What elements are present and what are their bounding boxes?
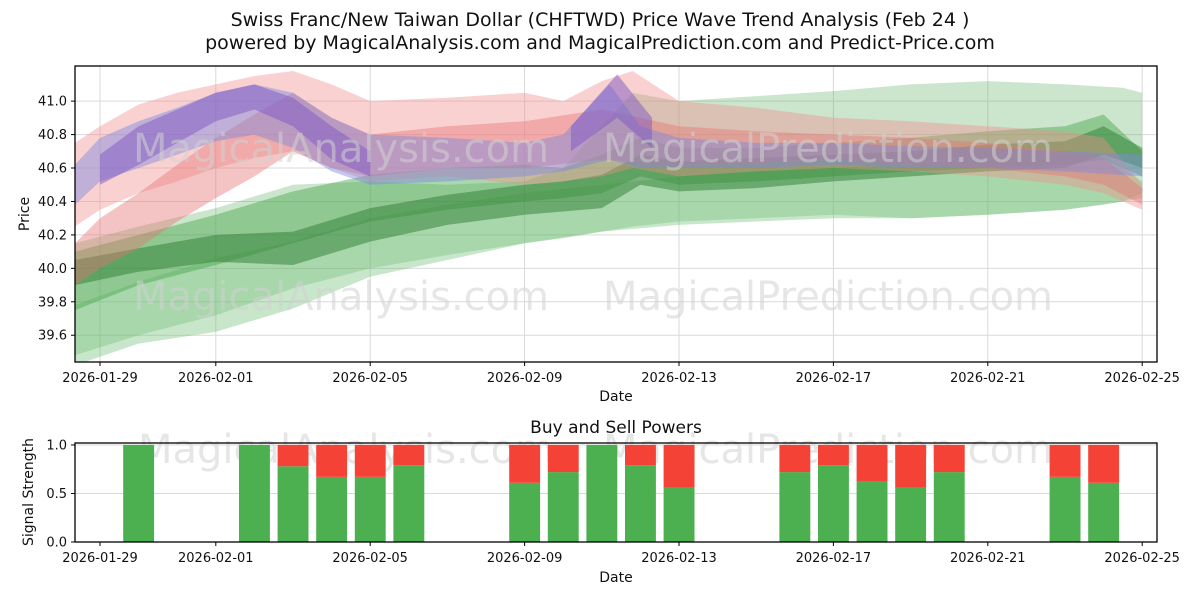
signal-chart-title: Buy and Sell Powers: [530, 418, 702, 438]
y-tick-label: 39.8: [38, 295, 67, 310]
buy-bar: [779, 472, 811, 542]
buy-bar: [393, 465, 425, 542]
watermark-text: MagicalAnalysis.com: [133, 126, 549, 172]
y-tick-label: 39.6: [38, 329, 67, 344]
band-blue-band: [75, 84, 1143, 205]
x-tick-label: 2026-02-17: [796, 371, 872, 386]
buy-sell-bars: [123, 444, 1120, 542]
buy-bar: [316, 477, 348, 542]
buy-bar: [586, 444, 618, 542]
band-green-lower: [75, 154, 1143, 362]
price-axis-label: Price: [17, 196, 33, 232]
sell-bar: [1049, 444, 1081, 477]
signal-chart-axes: 2026-01-29 2026-02-01 2026-02-05 2026-02-09…: [46, 438, 1180, 566]
y-tick-label: 41.0: [38, 95, 67, 110]
x-tick-label: 2026-02-17: [796, 551, 872, 566]
x-tick-label: 2026-01-29: [62, 371, 138, 386]
buy-bar: [1049, 477, 1081, 542]
sell-bar: [625, 444, 656, 466]
sell-bar: [547, 444, 579, 473]
buy-bar: [933, 472, 965, 542]
sell-bar: [509, 444, 541, 483]
watermark-text: MagicalPrediction.com: [603, 274, 1053, 320]
x-tick-label: 2026-02-05: [332, 371, 408, 386]
sell-bar: [856, 444, 888, 482]
figure-title-line2: powered by MagicalAnalysis.com and Magic…: [205, 32, 995, 54]
band-green-dark: [75, 126, 1143, 286]
y-tick-label: 40.6: [38, 162, 67, 177]
x-tick-label: 2026-02-13: [641, 551, 717, 566]
x-tick-label: 2026-02-01: [178, 371, 254, 386]
sell-bar: [895, 444, 927, 488]
buy-bar: [547, 472, 579, 542]
buy-bar: [818, 465, 849, 542]
signal-chart-frame: [74, 442, 1158, 543]
date-axis-label-top: Date: [599, 389, 633, 405]
y-tick-label: 40.8: [38, 128, 67, 143]
price-chart-frame: [74, 65, 1158, 363]
x-tick-label: 2026-02-25: [1104, 371, 1180, 386]
buy-bar: [663, 487, 695, 542]
buy-bar: [895, 487, 927, 542]
figure-title-line1: Swiss Franc/New Taiwan Dollar (CHFTWD) P…: [230, 9, 970, 31]
sell-bar: [354, 444, 386, 477]
sell-bar: [818, 444, 849, 466]
y-tick-label: 40.4: [38, 195, 67, 210]
date-axis-label-bottom: Date: [599, 570, 633, 586]
x-tick-label: 2026-02-09: [487, 371, 563, 386]
x-tick-label: 2026-02-01: [178, 551, 254, 566]
price-wave-bands: [75, 71, 1143, 362]
y-tick-label: 40.0: [38, 262, 67, 277]
figure-title: Swiss Franc/New Taiwan Dollar (CHFTWD) P…: [0, 9, 1200, 55]
y-tick-label: 40.2: [38, 228, 67, 243]
buy-bar: [239, 444, 270, 542]
y-tick-label: 1.0: [46, 438, 67, 453]
y-tick-label: 0.5: [46, 487, 67, 502]
buy-bar: [856, 481, 888, 542]
buy-bar: [277, 466, 309, 542]
buy-bar: [123, 444, 155, 542]
sell-bar: [277, 444, 309, 467]
x-tick-label: 2026-02-09: [487, 551, 563, 566]
buy-bar: [509, 482, 541, 542]
x-tick-label: 2026-02-13: [641, 371, 717, 386]
sell-bar: [933, 444, 965, 473]
x-tick-label: 2026-02-21: [950, 551, 1026, 566]
band-purple-left: [100, 84, 371, 185]
watermark-text: MagicalAnalysis.com: [133, 274, 549, 320]
sell-bar: [393, 444, 425, 466]
y-tick-label: 0.0: [46, 536, 67, 551]
buy-bar: [354, 477, 386, 542]
sell-bar: [316, 444, 348, 477]
buy-bar: [625, 465, 656, 542]
sell-bar: [1088, 444, 1120, 483]
x-tick-label: 2026-01-29: [62, 551, 138, 566]
signal-strength-axis-label: Signal Strength: [21, 437, 37, 547]
band-purple-mid: [570, 74, 652, 152]
watermark-text: MagicalPrediction.com: [603, 126, 1053, 172]
x-tick-label: 2026-02-21: [950, 371, 1026, 386]
sell-bar: [663, 444, 695, 488]
price-chart-axes: 2026-01-29 2026-02-01 2026-02-05 2026-02-09…: [38, 65, 1180, 386]
band-green-outer: [75, 81, 1143, 356]
x-tick-label: 2026-02-05: [332, 551, 408, 566]
sell-bar: [779, 444, 811, 473]
buy-bar: [1088, 482, 1120, 542]
x-tick-label: 2026-02-25: [1104, 551, 1180, 566]
band-pink-wide: [75, 71, 1143, 227]
